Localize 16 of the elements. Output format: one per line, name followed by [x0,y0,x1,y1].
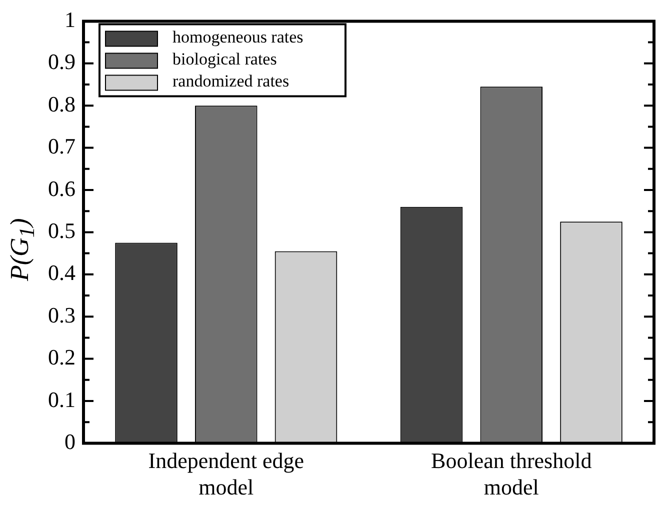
x-tick-label: Boolean threshold model [431,448,592,500]
y-tick-label: 0.3 [48,302,76,328]
y-tick-label: 0.2 [48,344,76,370]
x-tick-label: Independent edge model [148,448,304,500]
y-tick-label: 0.9 [48,49,76,74]
legend-label: biological rates [172,50,277,69]
y-tick-label: 0.8 [48,91,76,116]
y-tick-label: 0.4 [48,260,76,286]
legend-label: homogeneous rates [172,28,304,47]
y-tick-label: 0.6 [48,176,76,201]
y-tick-label: 0.5 [48,218,76,243]
y-tick-label: 0.7 [48,134,76,159]
y-tick-label: 0.1 [48,386,76,412]
y-tick-label: 0 [64,428,76,454]
legend-label: randomized rates [172,72,290,91]
y-tick-label: 1 [64,6,76,32]
